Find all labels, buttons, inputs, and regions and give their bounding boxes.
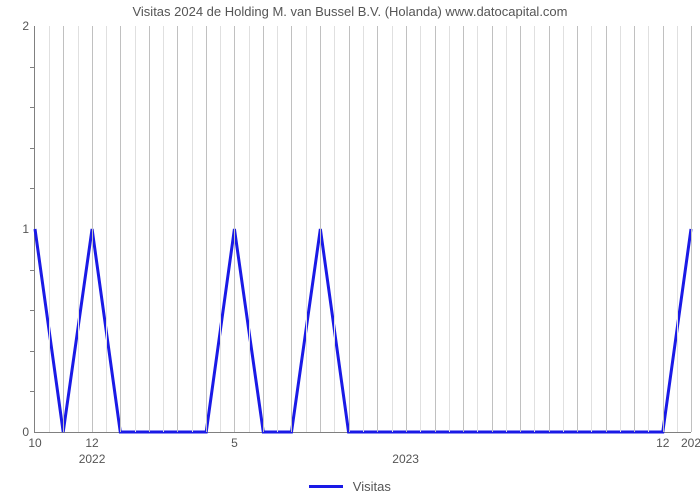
gridline-major <box>149 26 150 432</box>
chart-container: Visitas 2024 de Holding M. van Bussel B.… <box>0 0 700 500</box>
x-tick-label: 10 <box>28 436 41 450</box>
y-minor-tick <box>30 67 35 68</box>
legend-swatch <box>309 485 343 488</box>
gridline-minor <box>420 26 421 432</box>
y-tick-label: 2 <box>9 19 29 33</box>
gridline-major <box>520 26 521 432</box>
x-tick-label: 202 <box>681 436 700 450</box>
gridline-major <box>549 26 550 432</box>
gridline-minor <box>534 26 535 432</box>
gridline-minor <box>277 26 278 432</box>
x-year-label: 2023 <box>392 452 419 466</box>
gridline-major <box>663 26 664 432</box>
gridline-minor <box>192 26 193 432</box>
y-minor-tick <box>30 270 35 271</box>
y-minor-tick <box>30 351 35 352</box>
gridline-major <box>577 26 578 432</box>
gridline-minor <box>563 26 564 432</box>
gridline-minor <box>135 26 136 432</box>
gridline-minor <box>449 26 450 432</box>
y-tick-label: 0 <box>9 425 29 439</box>
gridline-major <box>435 26 436 432</box>
gridline-minor <box>620 26 621 432</box>
gridline-major <box>263 26 264 432</box>
gridline-minor <box>363 26 364 432</box>
gridline-minor <box>163 26 164 432</box>
gridline-major <box>634 26 635 432</box>
chart-title: Visitas 2024 de Holding M. van Bussel B.… <box>0 4 700 19</box>
gridline-minor <box>392 26 393 432</box>
legend: Visitas <box>0 478 700 494</box>
x-tick-label: 12 <box>656 436 669 450</box>
gridline-major <box>291 26 292 432</box>
gridline-major <box>92 26 93 432</box>
gridline-minor <box>334 26 335 432</box>
gridline-major <box>206 26 207 432</box>
gridline-major <box>349 26 350 432</box>
gridline-minor <box>677 26 678 432</box>
gridline-major <box>406 26 407 432</box>
gridline-major <box>177 26 178 432</box>
gridline-minor <box>306 26 307 432</box>
gridline-major <box>492 26 493 432</box>
gridline-minor <box>648 26 649 432</box>
y-minor-tick <box>30 391 35 392</box>
gridline-major <box>320 26 321 432</box>
gridline-major <box>377 26 378 432</box>
gridline-major <box>691 26 692 432</box>
legend-label: Visitas <box>353 479 391 494</box>
x-tick-label: 12 <box>85 436 98 450</box>
plot-area: 012101251220220222023 <box>34 26 691 433</box>
x-tick-label: 5 <box>231 436 238 450</box>
gridline-major <box>463 26 464 432</box>
gridline-major <box>63 26 64 432</box>
y-minor-tick <box>30 310 35 311</box>
gridline-minor <box>106 26 107 432</box>
gridline-major <box>120 26 121 432</box>
gridline-major <box>606 26 607 432</box>
gridline-major <box>234 26 235 432</box>
y-minor-tick <box>30 148 35 149</box>
gridline-minor <box>591 26 592 432</box>
gridline-minor <box>49 26 50 432</box>
gridline-minor <box>477 26 478 432</box>
gridline-minor <box>78 26 79 432</box>
y-minor-tick <box>30 107 35 108</box>
x-year-label: 2022 <box>79 452 106 466</box>
y-minor-tick <box>30 188 35 189</box>
gridline-minor <box>249 26 250 432</box>
y-tick-label: 1 <box>9 222 29 236</box>
gridline-minor <box>506 26 507 432</box>
gridline-minor <box>220 26 221 432</box>
